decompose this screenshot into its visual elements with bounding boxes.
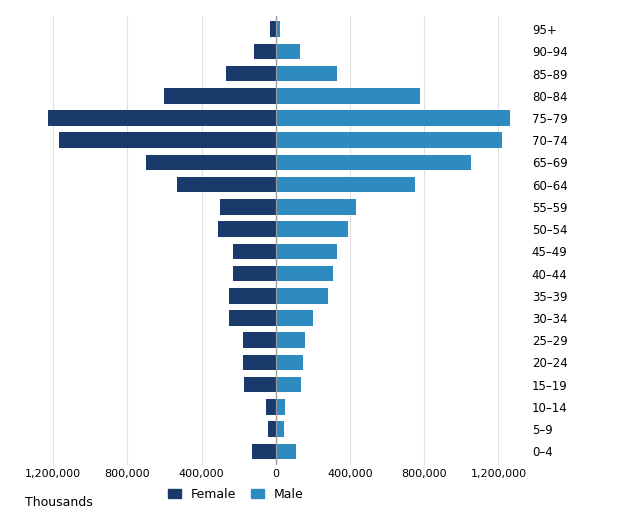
Bar: [266, 399, 276, 414]
Bar: [276, 355, 302, 370]
Bar: [276, 221, 348, 237]
Bar: [252, 444, 276, 459]
Bar: [276, 199, 356, 215]
Bar: [276, 110, 510, 126]
Bar: [276, 421, 284, 437]
Bar: [276, 243, 337, 259]
Bar: [244, 377, 276, 392]
Bar: [243, 333, 276, 348]
Bar: [146, 155, 276, 170]
Bar: [276, 333, 304, 348]
Bar: [254, 44, 276, 59]
Bar: [276, 288, 328, 304]
Bar: [276, 88, 420, 103]
Bar: [276, 44, 300, 59]
Bar: [276, 155, 470, 170]
Bar: [270, 22, 276, 37]
Bar: [220, 199, 276, 215]
Bar: [218, 221, 276, 237]
Bar: [268, 421, 276, 437]
Text: Thousands: Thousands: [25, 496, 93, 509]
Bar: [276, 399, 285, 414]
Bar: [276, 444, 296, 459]
Bar: [230, 288, 276, 304]
Bar: [48, 110, 276, 126]
Bar: [59, 133, 276, 148]
Bar: [276, 66, 337, 81]
Bar: [243, 355, 276, 370]
Bar: [233, 266, 276, 281]
Bar: [276, 22, 280, 37]
Bar: [276, 377, 301, 392]
Legend: Female, Male: Female, Male: [168, 488, 303, 501]
Bar: [276, 177, 415, 193]
Bar: [164, 88, 276, 103]
Bar: [230, 310, 276, 326]
Bar: [276, 266, 333, 281]
Bar: [276, 133, 502, 148]
Bar: [226, 66, 276, 81]
Bar: [178, 177, 276, 193]
Bar: [276, 310, 313, 326]
Bar: [233, 243, 276, 259]
